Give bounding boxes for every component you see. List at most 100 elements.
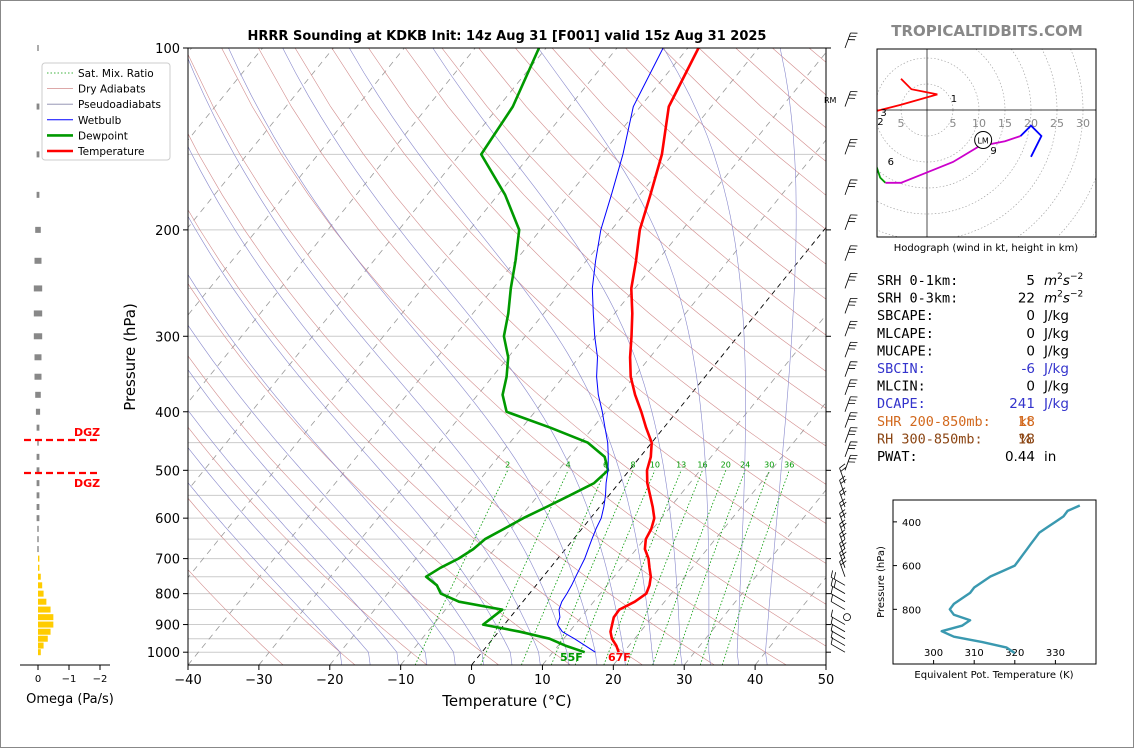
- omega-bar: [36, 515, 40, 522]
- wind-barb: [844, 214, 858, 231]
- isotherm: [188, 48, 476, 404]
- legend-label: Wetbulb: [78, 115, 122, 127]
- wind-barb: [844, 361, 858, 377]
- omega-bar: [34, 373, 42, 380]
- dgz-label: DGZ: [74, 477, 100, 490]
- omega-bar: [38, 635, 48, 642]
- pseudoadiabat: [228, 48, 598, 665]
- hodo-height-label: 1: [951, 94, 957, 105]
- x-tick-label: −30: [245, 673, 272, 688]
- mixing-ratio-line: [699, 470, 770, 665]
- dry-adiabat: [188, 283, 571, 665]
- hodo-ring-label: 5: [898, 117, 905, 130]
- omega-panel: 0 −1 −2 DGZ DGZ: [20, 45, 110, 685]
- pseudoadiabat: [765, 48, 797, 665]
- barb-flag: [830, 570, 833, 578]
- barb-staff: [830, 623, 846, 633]
- barb-staff: [844, 412, 851, 428]
- storm-motion-label: LM: [977, 136, 988, 145]
- isotherm: [471, 226, 826, 665]
- wind-barb: [839, 475, 847, 496]
- hodo-ring-label: 20: [1024, 117, 1038, 130]
- hodo-ring-label: 10: [972, 117, 986, 130]
- dry-adiabat: [221, 48, 826, 647]
- barb-staff: [844, 379, 851, 395]
- param-unit: J/kg: [1043, 343, 1069, 359]
- mixing-ratio-label: 13: [676, 460, 686, 469]
- omega-bar: [38, 598, 47, 605]
- pseudoadiabat: [188, 324, 456, 665]
- omega-bar: [38, 649, 41, 656]
- dgz-label: DGZ: [74, 426, 100, 439]
- param-label: SRH 0-1km:: [877, 273, 958, 289]
- mixing-ratio-line: [521, 470, 606, 665]
- legend-label: Dry Adiabats: [78, 84, 146, 96]
- wind-barb: [839, 463, 847, 484]
- omega-bar: [38, 628, 51, 635]
- isotherm: [188, 48, 618, 579]
- rm-label: RM: [824, 96, 837, 105]
- barb-staff: [839, 561, 846, 577]
- omega-bar: [35, 226, 41, 233]
- wind-barb: [844, 32, 858, 49]
- theta-e-y-tick-label: 600: [902, 562, 921, 573]
- x-tick-label: 40: [747, 673, 764, 688]
- theta-e-x-tick-label: 310: [965, 648, 984, 659]
- barb-flag: [839, 498, 846, 504]
- pseudoadiabat: [349, 48, 654, 665]
- dry-adiabat: [188, 426, 428, 665]
- param-unit: J/kg: [1043, 308, 1069, 324]
- wind-barb: [830, 594, 846, 610]
- omega-tick-label: −1: [62, 674, 77, 685]
- param-value: 18: [1018, 431, 1035, 447]
- omega-bar: [35, 391, 41, 398]
- param-value: 18: [1018, 414, 1035, 430]
- hodo-segment: [877, 165, 887, 184]
- y-tick-label: 600: [155, 512, 180, 527]
- x-tick-label: −20: [316, 673, 343, 688]
- wind-barb: [843, 613, 851, 622]
- barb-staff: [839, 502, 846, 519]
- pseudoadiabat: [188, 57, 569, 665]
- x-tick-label: 20: [605, 673, 622, 688]
- omega-bar: [36, 467, 40, 474]
- theta-e-y-tick-label: 800: [902, 605, 921, 616]
- omega-bar: [38, 642, 44, 649]
- barb-flag: [830, 623, 833, 631]
- barb-staff: [830, 601, 846, 610]
- omega-bar: [36, 503, 40, 510]
- y-tick-label: 800: [155, 588, 180, 603]
- theta-e-panel: 300 310 320 330 400 600 800 Equivalent Pot. Te…: [876, 499, 1097, 681]
- site-watermark: TROPICALTIDBITS.COM: [891, 22, 1083, 40]
- wind-barb: [844, 396, 858, 412]
- isotherm: [188, 48, 689, 665]
- barb-staff: [839, 480, 846, 496]
- pseudoadiabat: [188, 369, 428, 665]
- barb-staff: [830, 593, 846, 603]
- omega-tick-label: −2: [93, 674, 108, 685]
- pseudoadiabat: [663, 48, 746, 665]
- barb-staff: [844, 361, 851, 377]
- hodo-height-label: 9: [990, 146, 996, 157]
- wind-barb: [844, 272, 858, 289]
- omega-bar: [35, 408, 41, 415]
- barb-flag: [840, 478, 847, 484]
- y-tick-label: 200: [155, 224, 180, 239]
- barb-flag: [830, 594, 833, 602]
- wind-barb: [844, 298, 858, 314]
- dry-adiabat: [441, 48, 826, 409]
- omega-bar: [37, 525, 39, 532]
- y-tick-label: 1000: [147, 646, 180, 661]
- omega-bar: [38, 573, 41, 580]
- omega-bar: [37, 439, 39, 446]
- theta-e-x-tick-label: 320: [1005, 648, 1024, 659]
- dry-adiabat: [515, 48, 826, 336]
- barb-staff: [839, 467, 846, 484]
- barb-flag: [839, 487, 846, 493]
- barb-flag: [830, 578, 833, 586]
- mixing-ratio-label: 8: [630, 460, 635, 469]
- omega-bar: [34, 354, 42, 361]
- param-value: 0: [1026, 308, 1035, 324]
- wind-barb: [844, 91, 858, 107]
- mixing-ratio-label: 10: [650, 460, 660, 469]
